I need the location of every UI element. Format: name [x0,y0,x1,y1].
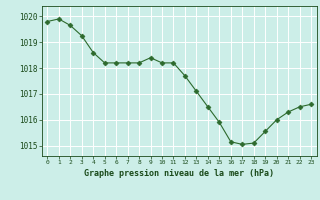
X-axis label: Graphe pression niveau de la mer (hPa): Graphe pression niveau de la mer (hPa) [84,169,274,178]
